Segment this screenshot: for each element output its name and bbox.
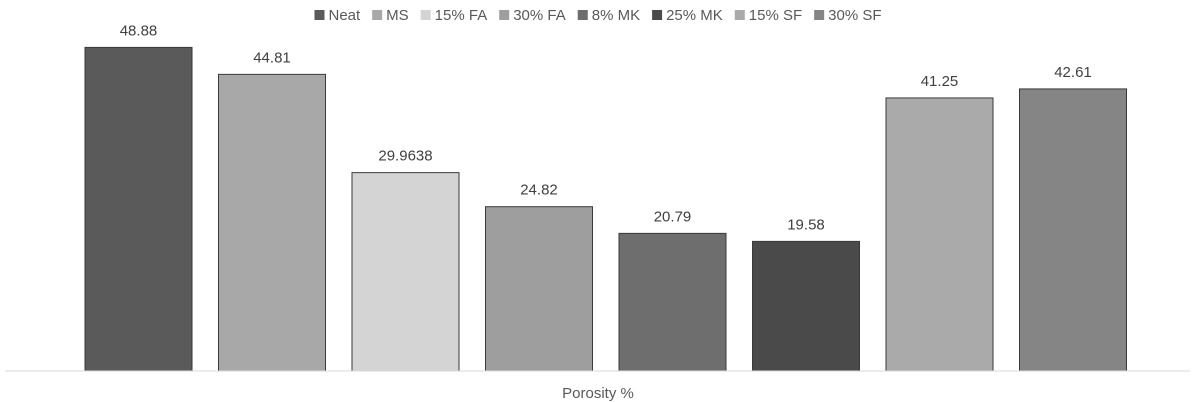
bar-30pct-fa	[485, 206, 593, 372]
data-label-15pct-fa: 29.9638	[378, 148, 432, 165]
legend-swatch-15pct-fa	[420, 10, 431, 20]
bar-ms	[218, 73, 326, 372]
legend-swatch-30pct-sf	[814, 10, 825, 20]
legend-swatch-25pct-mk	[652, 10, 663, 20]
legend-label-15pct-sf: 15% SF	[749, 7, 802, 24]
bar-neat	[84, 46, 193, 372]
legend-label-ms: MS	[386, 7, 409, 24]
legend-swatch-8pct-mk	[577, 10, 588, 20]
legend-swatch-neat	[314, 10, 325, 20]
legend-item-15pct-sf: 15% SF	[734, 7, 802, 24]
bar-15pct-sf	[885, 97, 994, 372]
legend-item-30pct-sf: 30% SF	[814, 7, 882, 24]
legend-label-30pct-fa: 30% FA	[513, 7, 566, 24]
data-label-15pct-sf: 41.25	[921, 73, 959, 90]
bars-group	[84, 46, 1127, 372]
legend-item-25pct-mk: 25% MK	[652, 7, 723, 24]
legend-label-25pct-mk: 25% MK	[666, 7, 723, 24]
data-label-ms: 44.81	[253, 49, 291, 66]
x-axis-label: Porosity %	[562, 385, 634, 402]
legend-item-30pct-fa: 30% FA	[499, 7, 566, 24]
data-label-neat: 48.88	[120, 22, 158, 39]
bar-8pct-mk	[618, 232, 727, 372]
data-label-25pct-mk: 19.58	[787, 216, 825, 233]
bar-15pct-fa	[351, 172, 460, 372]
legend-swatch-15pct-sf	[734, 10, 745, 20]
legend-item-15pct-fa: 15% FA	[420, 7, 488, 24]
data-label-8pct-mk: 20.79	[654, 208, 692, 225]
bar-30pct-sf	[1019, 88, 1127, 372]
legend-label-neat: Neat	[328, 7, 361, 24]
legend-swatch-30pct-fa	[499, 10, 510, 20]
data-labels-group: 48.88 44.81 29.9638 24.82 20.79 19.58 41.25 42.…	[120, 22, 1092, 233]
legend-item-neat: Neat	[314, 7, 361, 24]
legend-item-8pct-mk: 8% MK	[577, 7, 640, 24]
legend: Neat MS 15% FA 30% FA 8% MK 25% MK 15% SF 30% S…	[314, 7, 882, 24]
legend-label-30pct-sf: 30% SF	[828, 7, 881, 24]
legend-label-8pct-mk: 8% MK	[592, 7, 640, 24]
data-label-30pct-sf: 42.61	[1054, 64, 1092, 81]
legend-label-15pct-fa: 15% FA	[435, 7, 488, 24]
legend-item-ms: MS	[372, 7, 409, 24]
data-label-30pct-fa: 24.82	[520, 182, 558, 199]
bar-25pct-mk	[752, 240, 860, 372]
legend-swatch-ms	[372, 10, 383, 20]
